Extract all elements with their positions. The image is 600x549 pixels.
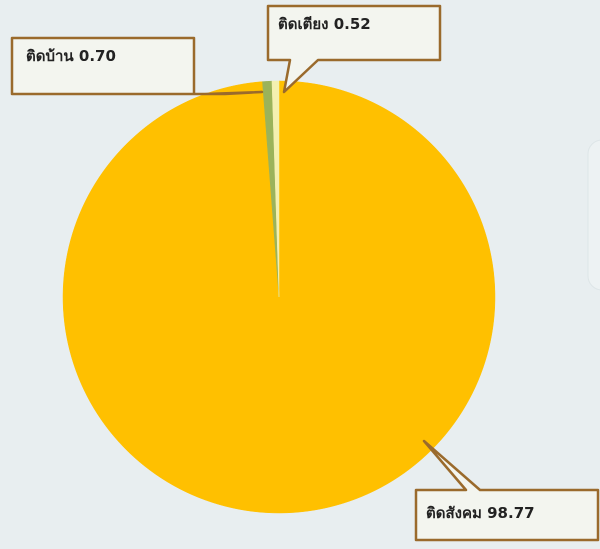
callout xyxy=(414,439,600,542)
value-label: 98.77 xyxy=(487,504,534,522)
value-label: 0.70 xyxy=(79,47,116,65)
category-label: ติดบ้าน xyxy=(26,47,74,65)
category-label: ติดเตียง xyxy=(278,15,328,33)
callout xyxy=(10,36,264,96)
pie-slice xyxy=(271,80,280,298)
category-label: ติดสังคม xyxy=(426,504,482,522)
legend-box xyxy=(587,139,600,291)
data-label: ติดบ้าน 0.70 xyxy=(26,47,116,65)
pie xyxy=(62,80,496,514)
data-label: ติดเตียง 0.52 xyxy=(278,15,371,33)
data-label: ติดสังคม 98.77 xyxy=(426,504,535,522)
value-label: 0.52 xyxy=(334,15,371,33)
callout xyxy=(266,4,442,94)
